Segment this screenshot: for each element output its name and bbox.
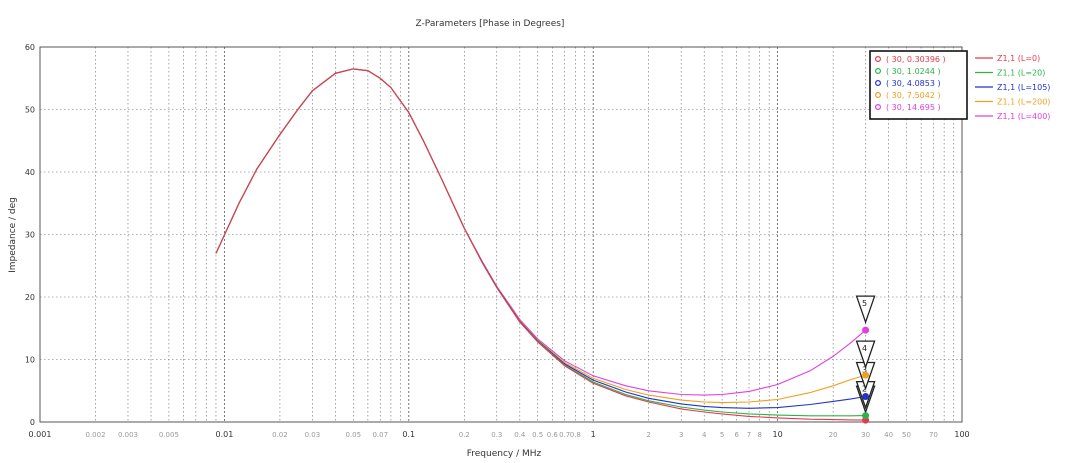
marker-box-frame xyxy=(869,50,968,120)
x-tick-label-minor: 0.03 xyxy=(305,431,321,439)
legend-item: Z1,1 (L=400) xyxy=(997,112,1050,121)
x-tick-label: 0.001 xyxy=(29,430,52,439)
x-tick-label: 100 xyxy=(954,430,969,439)
x-tick-label: 10 xyxy=(773,430,783,439)
x-tick-label-minor: 8 xyxy=(757,431,761,439)
y-tick-label: 10 xyxy=(25,356,35,365)
x-tick-label-minor: 7 xyxy=(747,431,751,439)
marker-readout-label: ( 30, 1.0244 ) xyxy=(886,67,941,76)
x-tick-label-minor: 0.005 xyxy=(159,431,179,439)
y-tick-label: 20 xyxy=(25,293,35,302)
legend-item: Z1,1 (L=0) xyxy=(997,54,1040,63)
x-tick-label-minor: 0.002 xyxy=(85,431,105,439)
x-tick-label-minor: 30 xyxy=(861,431,870,439)
x-tick-label-minor: 0.4 xyxy=(514,431,526,439)
x-tick-label-minor: 0.3 xyxy=(491,431,502,439)
legend-item: Z1,1 (L=105) xyxy=(997,83,1050,92)
marker-flag xyxy=(855,340,876,370)
marker-dot xyxy=(862,371,870,379)
marker-box-icon xyxy=(874,79,881,86)
x-tick-label-minor: 4 xyxy=(702,431,707,439)
x-tick-label-minor: 0.07 xyxy=(372,431,388,439)
marker-readout-label: ( 30, 0.30396 ) xyxy=(886,55,946,64)
x-tick-label-minor: 6 xyxy=(734,431,739,439)
marker-dot xyxy=(862,326,870,334)
marker-box-icon xyxy=(874,67,881,74)
legend-item: Z1,1 (L=20) xyxy=(997,69,1045,78)
x-tick-label-minor: 3 xyxy=(679,431,683,439)
x-tick-label-minor: 0.5 xyxy=(532,431,543,439)
y-tick-label: 50 xyxy=(25,106,35,115)
x-tick-label-minor: 5 xyxy=(720,431,724,439)
x-tick-label-minor: 50 xyxy=(902,431,911,439)
y-tick-label: 0 xyxy=(30,418,35,427)
axis-ticks: 0 10 20 30 40 50 60 0.001 0.01 0.1 1 10 100 0.002 0.00… xyxy=(25,43,970,439)
x-tick-label: 0.01 xyxy=(215,430,233,439)
series-lines xyxy=(215,68,866,421)
x-tick-label-minor: 0.003 xyxy=(118,431,138,439)
marker-flag xyxy=(855,295,876,325)
plot-frame xyxy=(39,46,963,423)
x-tick-label-minor: 0.6 xyxy=(547,431,559,439)
marker-flag-label: 5 xyxy=(862,299,867,308)
x-tick-label-minor: 2 xyxy=(646,431,650,439)
x-tick-label-minor: 20 xyxy=(829,431,838,439)
x-axis-label: Frequency / MHz xyxy=(467,449,542,459)
y-tick-label: 60 xyxy=(25,43,35,52)
x-tick-label-minor: 0.7 xyxy=(559,431,570,439)
marker-dot xyxy=(862,412,870,420)
x-tick-label-minor: 70 xyxy=(929,431,938,439)
marker-readout-label: ( 30, 4.0853 ) xyxy=(886,79,941,88)
marker-dot xyxy=(862,392,870,400)
x-tick-label: 0.1 xyxy=(402,430,415,439)
marker-box-icon xyxy=(874,103,881,110)
marker-readout-box: ( 30, 0.30396 ) ( 30, 1.0244 ) ( 30, 4.085… xyxy=(869,50,968,120)
marker-readout-label: ( 30, 7.5042 ) xyxy=(886,91,941,100)
y-tick-label: 40 xyxy=(25,168,35,177)
legend-item: Z1,1 (L=200) xyxy=(997,98,1050,107)
x-tick-label-minor: 40 xyxy=(884,431,893,439)
marker-flag-label: 3 xyxy=(862,365,867,374)
x-tick-label-minor: 0.05 xyxy=(345,431,361,439)
x-tick-label: 1 xyxy=(591,430,596,439)
marker-flag-label: 4 xyxy=(862,344,867,353)
marker-flag-label: 2 xyxy=(862,385,867,394)
markers: 12345 xyxy=(855,295,876,424)
x-tick-label-minor: 0.2 xyxy=(459,431,470,439)
x-tick-label-minor: 0.02 xyxy=(272,431,288,439)
x-tick-label-minor: 0.8 xyxy=(570,431,581,439)
series-line xyxy=(215,68,866,421)
marker-box-icon xyxy=(874,91,881,98)
chart-title: Z-Parameters [Phase in Degrees] xyxy=(416,19,565,29)
legend: Z1,1 (L=0) Z1,1 (L=20) Z1,1 (L=105) Z1,1 (L… xyxy=(975,54,1050,121)
y-axis-label: Impedance / deg xyxy=(8,197,18,273)
marker-box-icon xyxy=(874,55,881,62)
y-tick-label: 30 xyxy=(25,231,35,240)
marker-readout-label: ( 30, 14.695 ) xyxy=(886,103,941,112)
